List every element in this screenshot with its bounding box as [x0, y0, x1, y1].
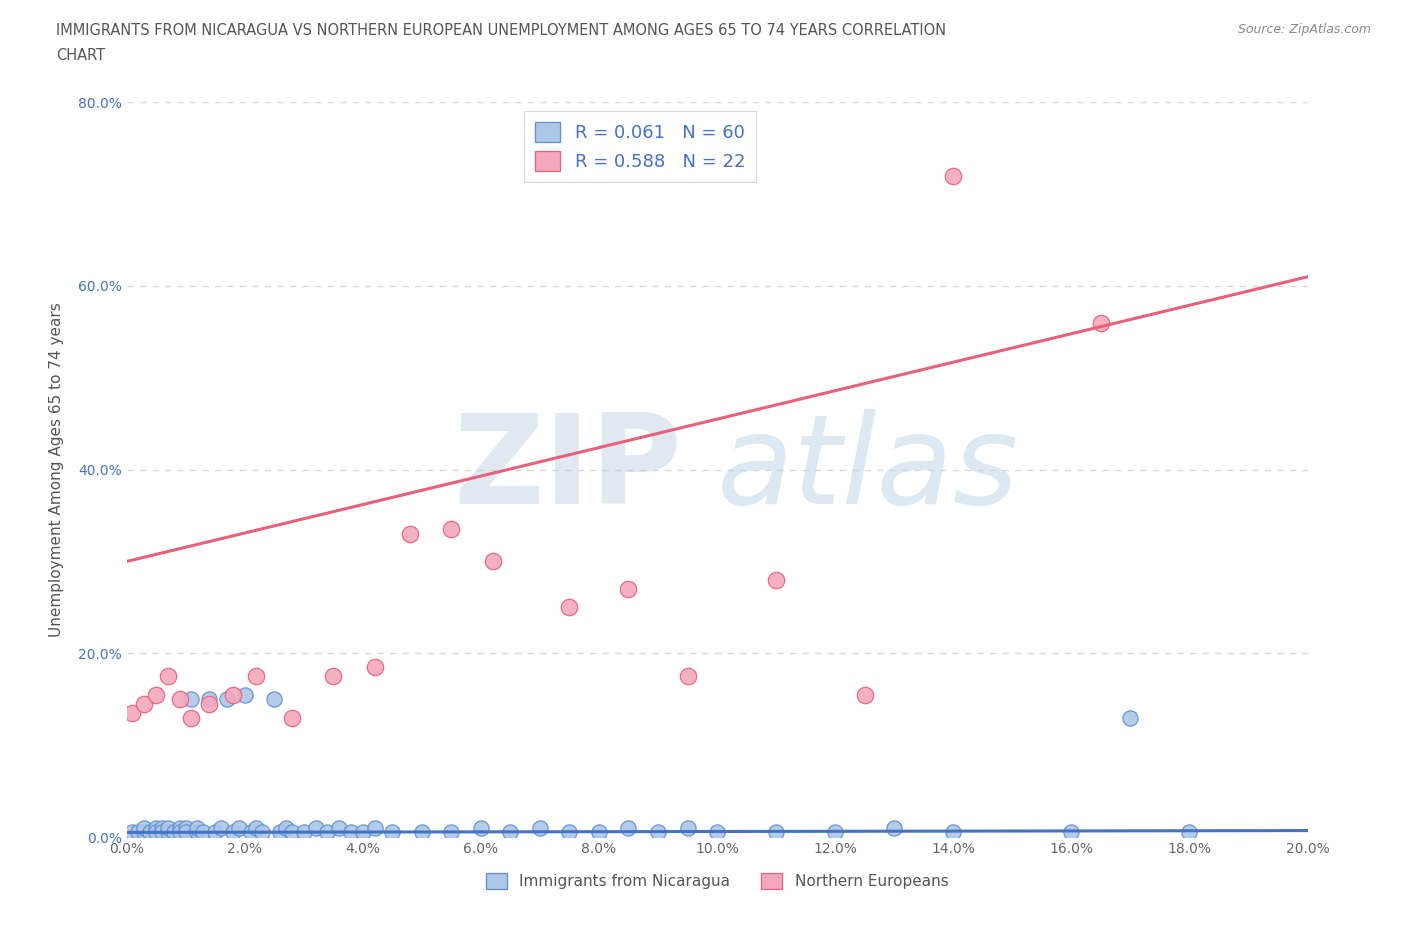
Point — [481, 554, 503, 569]
Point — [174, 825, 197, 840]
Point — [215, 692, 238, 707]
Point — [363, 659, 385, 674]
Point — [316, 825, 339, 840]
Point — [150, 825, 173, 840]
Point — [499, 825, 522, 840]
Text: atlas: atlas — [717, 409, 1019, 530]
Point — [245, 820, 267, 835]
Point — [558, 825, 581, 840]
Point — [222, 825, 245, 840]
Point — [765, 825, 787, 840]
Point — [121, 706, 143, 721]
Point — [942, 825, 965, 840]
Point — [647, 825, 669, 840]
Point — [328, 820, 350, 835]
Point — [186, 825, 208, 840]
Point — [363, 820, 385, 835]
Text: CHART: CHART — [56, 48, 105, 63]
Point — [180, 711, 202, 725]
Point — [228, 820, 250, 835]
Point — [174, 820, 197, 835]
Point — [1178, 825, 1201, 840]
Point — [245, 669, 267, 684]
Point — [304, 820, 326, 835]
Point — [824, 825, 846, 840]
Point — [1090, 315, 1112, 330]
Point — [180, 692, 202, 707]
Point — [145, 687, 167, 702]
Point — [883, 820, 905, 835]
Point — [440, 522, 463, 537]
Point — [263, 692, 285, 707]
Point — [169, 692, 191, 707]
Point — [676, 669, 699, 684]
Point — [209, 820, 232, 835]
Legend: Immigrants from Nicaragua, Northern Europeans: Immigrants from Nicaragua, Northern Euro… — [479, 867, 955, 896]
Point — [440, 825, 463, 840]
Point — [169, 820, 191, 835]
Point — [292, 825, 315, 840]
Point — [411, 825, 433, 840]
Y-axis label: Unemployment Among Ages 65 to 74 years: Unemployment Among Ages 65 to 74 years — [49, 302, 63, 637]
Point — [281, 711, 304, 725]
Point — [150, 820, 173, 835]
Point — [252, 825, 274, 840]
Point — [706, 825, 728, 840]
Point — [198, 692, 221, 707]
Point — [942, 168, 965, 183]
Point — [765, 572, 787, 588]
Point — [281, 825, 304, 840]
Point — [588, 825, 610, 840]
Point — [186, 820, 208, 835]
Point — [470, 820, 492, 835]
Text: IMMIGRANTS FROM NICARAGUA VS NORTHERN EUROPEAN UNEMPLOYMENT AMONG AGES 65 TO 74 : IMMIGRANTS FROM NICARAGUA VS NORTHERN EU… — [56, 23, 946, 38]
Point — [156, 820, 179, 835]
Point — [322, 669, 344, 684]
Point — [853, 687, 876, 702]
Point — [1060, 825, 1083, 840]
Point — [121, 825, 143, 840]
Point — [134, 820, 156, 835]
Point — [222, 687, 245, 702]
Point — [134, 697, 156, 711]
Point — [134, 825, 156, 840]
Point — [156, 669, 179, 684]
Point — [239, 825, 262, 840]
Point — [169, 825, 191, 840]
Point — [274, 820, 297, 835]
Point — [127, 825, 149, 840]
Point — [156, 825, 179, 840]
Point — [139, 825, 162, 840]
Point — [617, 581, 640, 596]
Point — [399, 526, 422, 541]
Point — [163, 825, 186, 840]
Point — [145, 820, 167, 835]
Point — [193, 825, 215, 840]
Point — [1119, 711, 1142, 725]
Point — [340, 825, 363, 840]
Text: ZIP: ZIP — [453, 409, 682, 530]
Text: Source: ZipAtlas.com: Source: ZipAtlas.com — [1237, 23, 1371, 36]
Point — [617, 820, 640, 835]
Point — [381, 825, 404, 840]
Point — [529, 820, 551, 835]
Point — [233, 687, 256, 702]
Point — [204, 825, 226, 840]
Point — [676, 820, 699, 835]
Point — [145, 825, 167, 840]
Point — [198, 697, 221, 711]
Point — [352, 825, 374, 840]
Point — [269, 825, 291, 840]
Point — [558, 600, 581, 615]
